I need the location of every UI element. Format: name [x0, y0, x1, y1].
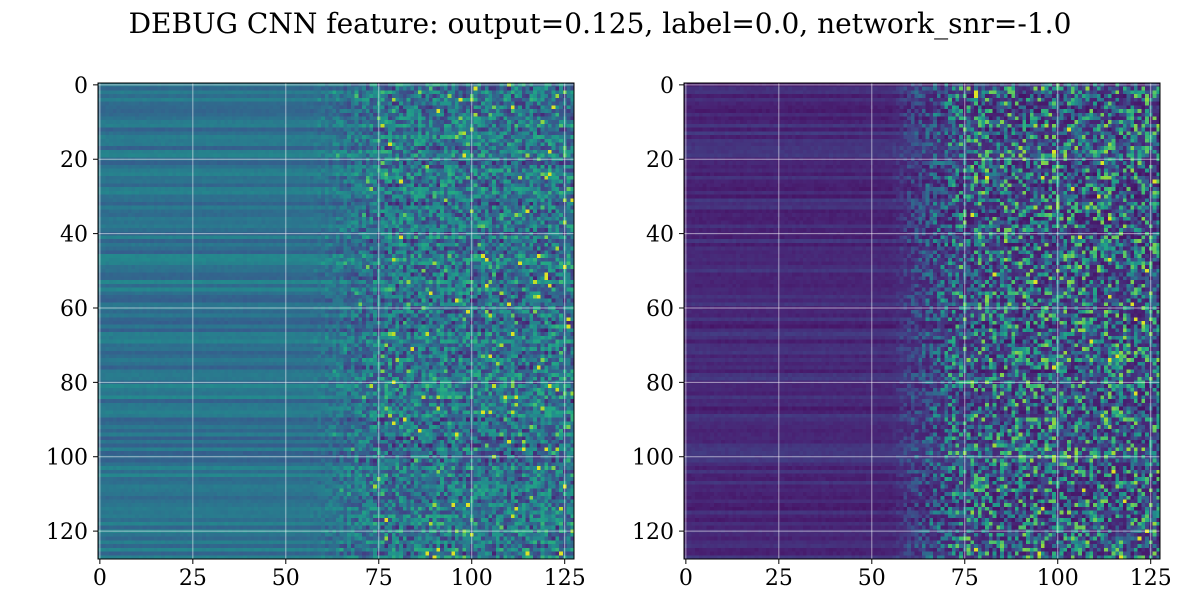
y-tick-label: 100 — [632, 446, 674, 471]
y-tick-label: 20 — [60, 148, 88, 173]
y-tick-label: 60 — [646, 297, 674, 322]
figure-title: DEBUG CNN feature: output=0.125, label=0… — [128, 7, 1072, 40]
y-tick-label: 80 — [60, 371, 88, 396]
x-tick-label: 100 — [1037, 566, 1079, 591]
y-tick-label: 120 — [632, 520, 674, 545]
y-tick-label: 20 — [646, 148, 674, 173]
x-tick-label: 50 — [272, 566, 300, 591]
y-tick-label: 0 — [660, 74, 674, 99]
heatmap-image — [684, 83, 1160, 559]
y-tick-label: 40 — [646, 223, 674, 248]
y-tick-label: 120 — [46, 520, 88, 545]
x-tick-label: 25 — [765, 566, 793, 591]
y-tick-label: 0 — [74, 74, 88, 99]
x-tick-label: 25 — [179, 566, 207, 591]
y-tick-label: 40 — [60, 223, 88, 248]
x-tick-label: 125 — [544, 566, 586, 591]
axes-frame — [97, 82, 575, 560]
heatmap-image — [98, 83, 574, 559]
x-tick-label: 0 — [93, 566, 107, 591]
axes-frame — [683, 82, 1161, 560]
x-tick-label: 50 — [858, 566, 886, 591]
x-tick-label: 75 — [365, 566, 393, 591]
y-tick-label: 60 — [60, 297, 88, 322]
heatmap-panel-right: 0 25 50 75 100 125 0 20 40 60 80 100 120 — [632, 74, 1172, 591]
x-tick-label: 0 — [679, 566, 693, 591]
x-tick-label: 125 — [1130, 566, 1172, 591]
heatmap-panel-left: 0 25 50 75 100 125 0 20 40 60 80 100 120 — [46, 74, 586, 591]
x-tick-label: 75 — [951, 566, 979, 591]
x-tick-label: 100 — [451, 566, 493, 591]
y-tick-label: 80 — [646, 371, 674, 396]
y-tick-label: 100 — [46, 446, 88, 471]
